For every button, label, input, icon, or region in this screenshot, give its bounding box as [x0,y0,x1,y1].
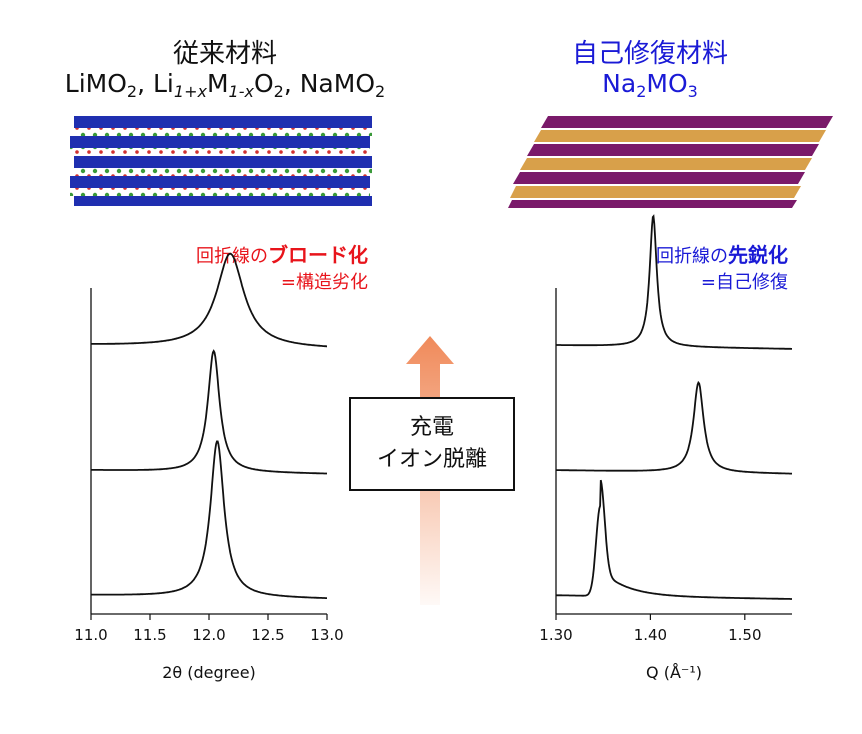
charge-process-box: 充電 イオン脱離 [349,397,515,491]
left-annotation-line2: =構造劣化 [280,272,368,293]
right-annotation-line1: 回折線の先鋭化 [656,243,788,267]
xrd-trace-middle [556,380,792,475]
formula-subscript: 3 [687,82,698,101]
layered-structure-image [70,116,372,206]
charge-label: 充電 [409,415,454,440]
right-material-formula: Na2MO3 [530,68,770,100]
left-material-formula: LiMO2, Li1+xM1-xO2, NaMO2 [30,68,420,100]
x-tick-label: 12.5 [251,626,284,644]
left-material-title: 従来材料 [172,39,277,69]
formula-part: O [253,69,274,98]
self-healing-structure-image [508,116,833,208]
formula-subscript: 2 [126,82,138,101]
right-annotation-line2: =自己修復 [700,272,788,293]
formula-part: LiMO [64,69,127,98]
ion-extraction-label: イオン脱離 [376,447,487,472]
x-tick-label: 11.5 [133,626,166,644]
formula-part: MO [646,69,688,98]
formula-part: M [206,69,229,98]
x-tick-label: 13.0 [310,626,343,644]
structure-layers [508,116,833,208]
structure-layers [70,116,372,206]
xrd-trace-top [556,214,792,350]
formula-subscript: 2 [636,82,647,101]
formula-part: , NaMO [283,69,375,98]
formula-part: Na [602,69,637,98]
x-tick-label: 11.0 [74,626,107,644]
x-axis-label: 2θ (degree) [162,663,256,682]
formula-subscript: 2 [375,82,386,101]
x-tick-label: 12.0 [192,626,225,644]
xrd-trace-bottom [556,479,792,600]
formula-subscript: 1-x [228,82,254,101]
left-annotation-line1: 回折線のブロード化 [196,243,368,267]
x-tick-label: 1.40 [634,626,667,644]
xrd-trace-top [91,252,327,348]
x-axis-label: Q (Å⁻¹) [646,663,702,682]
xrd-trace-middle [90,349,327,475]
x-tick-label: 1.50 [728,626,761,644]
x-tick-label: 1.30 [539,626,572,644]
xrd-trace-bottom [91,440,327,599]
formula-part: , Li [137,69,174,98]
formula-subscript: 2 [273,82,284,101]
right-material-title: 自己修復材料 [571,39,728,69]
formula-subscript: 1+x [173,82,207,101]
